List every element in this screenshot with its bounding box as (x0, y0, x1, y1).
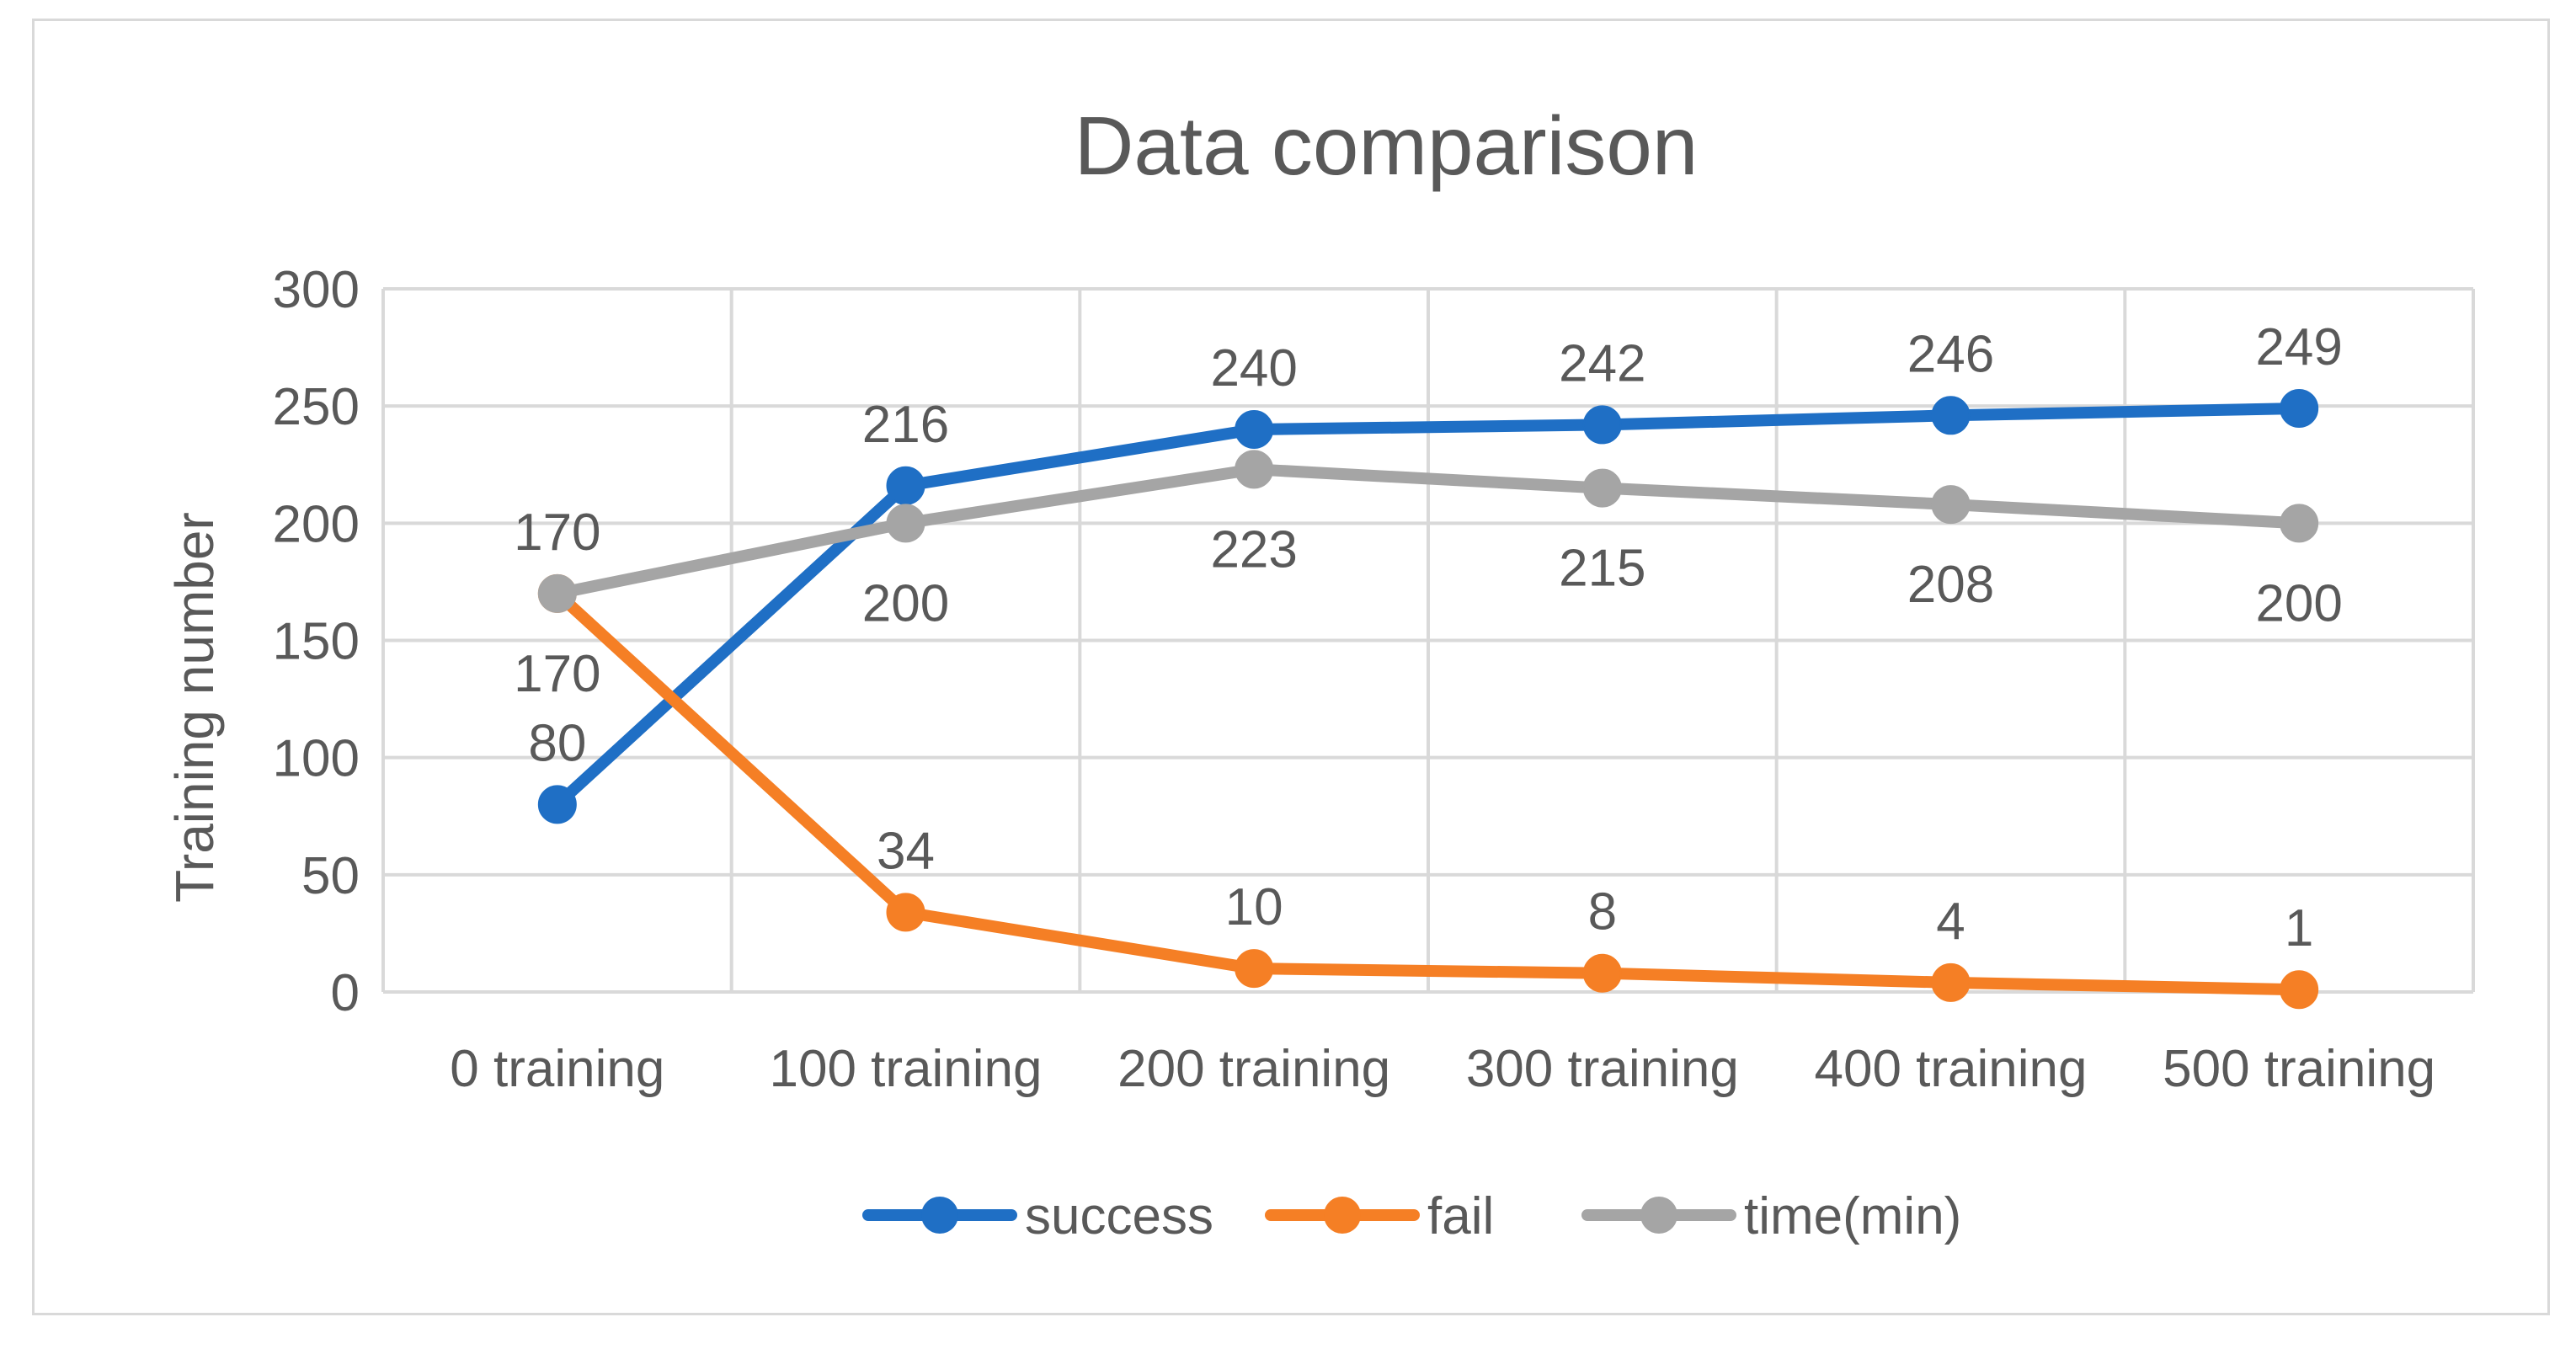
legend-label: fail (1427, 1187, 1494, 1245)
data-label: 170 (514, 645, 600, 703)
data-point (1235, 450, 1274, 489)
data-label: 208 (1907, 556, 1994, 614)
data-labels: 80 216 240 242 246 249 170 34 10 8 4 1 170 200 223 215 2… (514, 318, 2343, 957)
x-tick-label: 500 training (2163, 1040, 2435, 1098)
data-point (1931, 396, 1971, 435)
legend-marker (1640, 1197, 1677, 1234)
data-point (537, 573, 577, 613)
series-layer (537, 388, 2319, 1010)
y-tick-label: 300 (273, 261, 360, 319)
data-label: 200 (862, 574, 949, 632)
legend-label: time(min) (1744, 1187, 1961, 1245)
legend-marker (1324, 1197, 1361, 1234)
y-tick-label: 150 (273, 613, 360, 671)
legend-marker (921, 1197, 958, 1234)
legend-item: success (862, 1187, 1213, 1245)
y-tick-label: 50 (301, 847, 360, 905)
data-label: 242 (1559, 334, 1645, 392)
y-axis-ticks: 0 50 100 150 200 250 300 (273, 261, 360, 1022)
x-tick-label: 200 training (1117, 1040, 1390, 1098)
legend: success fail time(min) (862, 1187, 1961, 1245)
data-point (537, 785, 577, 824)
data-label: 223 (1210, 520, 1297, 579)
data-point (1582, 953, 1622, 993)
data-label: 10 (1225, 878, 1283, 936)
data-point (886, 893, 925, 932)
data-point (2280, 970, 2319, 1010)
legend-item: time(min) (1581, 1187, 1961, 1245)
x-tick-label: 0 training (450, 1040, 664, 1098)
chart-title: Data comparison (1075, 99, 1699, 192)
y-axis-title: Training number (164, 512, 225, 903)
data-point (1582, 405, 1622, 445)
data-label: 1 (2285, 899, 2313, 957)
data-label: 200 (2255, 574, 2342, 632)
data-label: 249 (2255, 318, 2342, 376)
series-line-2 (551, 463, 2306, 600)
data-point (1235, 410, 1274, 449)
data-point (886, 466, 925, 505)
data-point (886, 504, 925, 543)
legend-item: fail (1265, 1187, 1494, 1245)
x-tick-label: 400 training (1814, 1040, 2087, 1098)
line-chart: Data comparison 0 50 100 150 200 250 300 Train… (164, 99, 2475, 1245)
data-point (2280, 388, 2319, 428)
data-point (1931, 962, 1971, 1002)
y-tick-label: 250 (273, 378, 360, 436)
y-tick-label: 0 (331, 964, 360, 1022)
data-point (1582, 468, 1622, 508)
legend-label: success (1025, 1187, 1213, 1245)
data-label: 246 (1907, 325, 1994, 383)
data-label: 80 (528, 714, 586, 772)
data-label: 8 (1588, 883, 1617, 941)
data-point (1931, 485, 1971, 525)
y-tick-label: 100 (273, 730, 360, 788)
x-axis-ticks: 0 training 100 training 200 training 300 tr… (450, 1040, 2435, 1098)
data-label: 34 (877, 822, 935, 880)
data-label: 170 (514, 504, 600, 562)
x-tick-label: 100 training (769, 1040, 1042, 1098)
data-label: 4 (1936, 893, 1965, 951)
data-point (2280, 504, 2319, 543)
data-label: 215 (1559, 540, 1645, 598)
chart-frame: Data comparison 0 50 100 150 200 250 300 Train… (32, 19, 2550, 1315)
y-tick-label: 200 (273, 495, 360, 553)
data-label: 240 (1210, 339, 1297, 397)
x-tick-label: 300 training (1466, 1040, 1739, 1098)
data-point (1235, 949, 1274, 989)
gridlines (381, 287, 2475, 994)
data-label: 216 (862, 396, 949, 454)
series-line-1 (551, 587, 2306, 996)
